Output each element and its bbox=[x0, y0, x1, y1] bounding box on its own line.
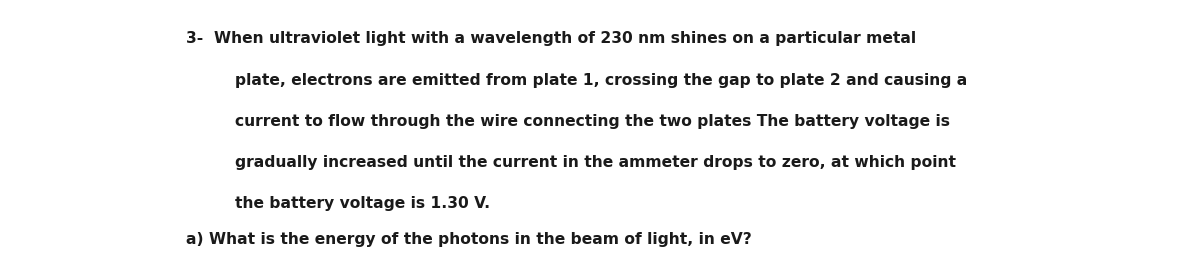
Text: a) What is the energy of the photons in the beam of light, in eV?: a) What is the energy of the photons in … bbox=[186, 232, 751, 247]
Text: plate, electrons are emitted from plate 1, crossing the gap to plate 2 and causi: plate, electrons are emitted from plate … bbox=[235, 73, 967, 88]
Text: current to flow through the wire connecting the two plates The battery voltage i: current to flow through the wire connect… bbox=[235, 114, 950, 129]
Text: 3-  When ultraviolet light with a wavelength of 230 nm shines on a particular me: 3- When ultraviolet light with a wavelen… bbox=[186, 31, 916, 46]
Text: gradually increased until the current in the ammeter drops to zero, at which poi: gradually increased until the current in… bbox=[235, 155, 956, 170]
Text: the battery voltage is 1.30 V.: the battery voltage is 1.30 V. bbox=[235, 196, 491, 211]
